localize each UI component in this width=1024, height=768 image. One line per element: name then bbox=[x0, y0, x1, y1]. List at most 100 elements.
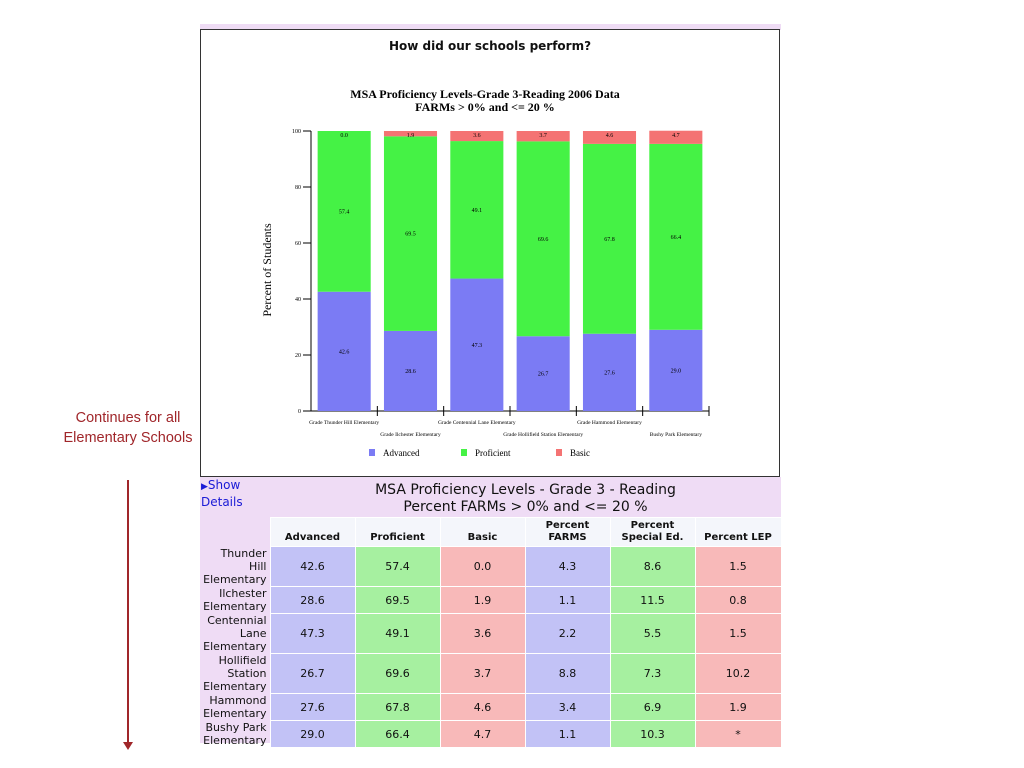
column-header: Percent Special Ed. bbox=[609, 517, 696, 547]
cell-basic: 4.6 bbox=[439, 693, 526, 721]
bar-segment-advanced bbox=[450, 278, 504, 411]
cell-proficient: 69.5 bbox=[354, 586, 441, 614]
cell-percent-lep: 1.5 bbox=[694, 546, 782, 587]
y-axis-label: Percent of Students bbox=[260, 223, 274, 317]
table-header-row: Advanced Proficient Basic Percent FARMS … bbox=[200, 517, 782, 547]
data-label: 26.7 bbox=[538, 372, 549, 378]
data-label: 49.1 bbox=[472, 208, 483, 214]
column-header: Proficient bbox=[354, 517, 441, 547]
cell-percent-lep: 10.2 bbox=[694, 653, 782, 694]
data-label: 69.6 bbox=[538, 237, 549, 243]
cell-basic: 3.6 bbox=[439, 613, 526, 654]
table-row: Hammond Elementary 27.6 67.8 4.6 3.4 6.9… bbox=[200, 693, 782, 721]
stacked-bar-chart: MSA Proficiency Levels-Grade 3-Reading 2… bbox=[260, 87, 710, 458]
data-table-panel: ▶Show Details MSA Proficiency Levels - G… bbox=[200, 477, 782, 748]
expand-triangle-icon: ▶ bbox=[201, 482, 208, 492]
cell-percent-farms: 1.1 bbox=[524, 586, 611, 614]
x-tick-label: Grade Hammond Elementary bbox=[577, 420, 642, 426]
cell-percent-lep: 0.8 bbox=[694, 586, 782, 614]
corner-cell bbox=[200, 518, 270, 547]
data-label: 42.6 bbox=[339, 349, 350, 355]
data-label: 69.5 bbox=[405, 232, 416, 238]
cell-percent-lep: 1.5 bbox=[694, 613, 782, 654]
cell-percent-special-ed: 11.5 bbox=[609, 586, 696, 614]
y-tick-label: 40 bbox=[295, 297, 301, 303]
bar-segment-basic bbox=[450, 131, 504, 142]
school-name: Ilchester Elementary bbox=[203, 587, 267, 613]
cell-percent-special-ed: 10.3 bbox=[609, 720, 696, 748]
bar-segment-basic bbox=[582, 131, 637, 144]
y-tick-label: 20 bbox=[295, 353, 301, 359]
cell-proficient: 67.8 bbox=[354, 693, 441, 721]
cell-basic: 1.9 bbox=[439, 586, 526, 614]
data-label: 3.7 bbox=[539, 133, 547, 139]
cell-proficient: 66.4 bbox=[354, 720, 441, 748]
table-row: Ilchester Elementary 28.6 69.5 1.9 1.1 1… bbox=[200, 586, 782, 614]
down-arrow-line bbox=[127, 480, 129, 742]
cell-advanced: 42.6 bbox=[269, 546, 356, 587]
data-label: 29.0 bbox=[671, 368, 682, 374]
y-tick-label: 0 bbox=[298, 409, 301, 415]
cell-advanced: 26.7 bbox=[269, 653, 356, 694]
cell-advanced: 28.6 bbox=[269, 586, 356, 614]
bar-segment-advanced bbox=[649, 329, 703, 411]
column-header: Basic bbox=[439, 517, 526, 547]
bar-segment-proficient bbox=[516, 141, 570, 337]
bar-segment-advanced bbox=[582, 333, 637, 411]
bar-segment-proficient bbox=[582, 143, 637, 334]
data-label: 1.9 bbox=[407, 133, 415, 139]
table-row: Hollifield Station Elementary 26.7 69.6 … bbox=[200, 653, 782, 694]
side-note: Continues for all Elementary Schools bbox=[63, 410, 193, 446]
cell-percent-farms: 1.1 bbox=[524, 720, 611, 748]
school-name: Bushy Park Elementary bbox=[203, 721, 267, 747]
legend-label: Proficient bbox=[475, 448, 511, 458]
legend-swatch-proficient bbox=[461, 449, 467, 456]
x-tick-label: Grade Thunder Hill Elementary bbox=[309, 420, 379, 426]
chart-subtitle: FARMs > 0% and <= 20 % bbox=[415, 100, 555, 114]
cell-percent-farms: 3.4 bbox=[524, 693, 611, 721]
y-tick-label: 60 bbox=[295, 241, 301, 247]
cell-basic: 4.7 bbox=[439, 720, 526, 748]
column-header: Advanced bbox=[269, 517, 356, 547]
bar-segment-advanced bbox=[383, 330, 438, 411]
cell-proficient: 57.4 bbox=[354, 546, 441, 587]
data-table: Advanced Proficient Basic Percent FARMS … bbox=[200, 517, 782, 748]
cell-basic: 3.7 bbox=[439, 653, 526, 694]
data-label: 28.6 bbox=[405, 369, 416, 375]
cell-advanced: 47.3 bbox=[269, 613, 356, 654]
chart-panel: How did our schools perform? MSA Profici… bbox=[200, 29, 780, 477]
data-label: 4.6 bbox=[606, 133, 614, 139]
column-header: Percent LEP bbox=[694, 517, 782, 547]
school-name: Hammond Elementary bbox=[203, 694, 267, 720]
show-details-link[interactable]: ▶Show Details bbox=[201, 478, 267, 510]
cell-percent-special-ed: 5.5 bbox=[609, 613, 696, 654]
bar-segment-proficient bbox=[317, 131, 371, 292]
legend-label: Basic bbox=[570, 448, 590, 458]
school-name: Thunder Hill Elementary bbox=[203, 547, 267, 586]
table-title-line1: MSA Proficiency Levels - Grade 3 - Readi… bbox=[375, 482, 676, 498]
legend-label: Advanced bbox=[383, 448, 420, 458]
bar-segment-advanced bbox=[516, 336, 570, 411]
x-tick-label: Grade Ilchester Elementary bbox=[380, 432, 441, 438]
cell-advanced: 27.6 bbox=[269, 693, 356, 721]
bar-segment-basic bbox=[649, 130, 703, 144]
data-label: 0.0 bbox=[340, 133, 348, 139]
x-tick-label: Grade Centennial Lane Elementary bbox=[438, 420, 516, 426]
cell-proficient: 49.1 bbox=[354, 613, 441, 654]
down-arrow-icon bbox=[123, 742, 133, 750]
table-row: Thunder Hill Elementary 42.6 57.4 0.0 4.… bbox=[200, 546, 782, 587]
bar-segment-proficient bbox=[450, 141, 504, 279]
data-label: 4.7 bbox=[672, 133, 680, 139]
bar-segment-proficient bbox=[383, 136, 438, 331]
bar-segment-proficient bbox=[649, 143, 703, 330]
cell-percent-farms: 4.3 bbox=[524, 546, 611, 587]
bar-segment-basic bbox=[516, 131, 570, 142]
x-tick-label: Grade Hollifield Station Elementary bbox=[503, 431, 583, 438]
school-name: Hollifield Station Elementary bbox=[203, 654, 267, 693]
bar-segment-basic bbox=[383, 131, 438, 137]
cell-percent-special-ed: 6.9 bbox=[609, 693, 696, 721]
chart-heading: How did our schools perform? bbox=[388, 39, 592, 53]
cell-percent-lep: * bbox=[694, 720, 782, 748]
cell-percent-farms: 8.8 bbox=[524, 653, 611, 694]
show-details-label: Show Details bbox=[201, 478, 243, 509]
